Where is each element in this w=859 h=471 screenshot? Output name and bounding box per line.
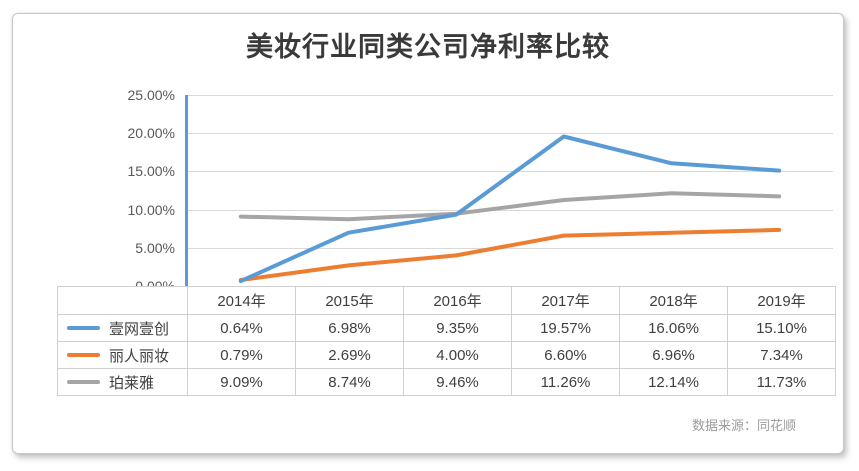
table-value-cell: 16.06%: [619, 314, 728, 342]
x-axis-label-2015: 2015年: [295, 286, 404, 315]
table-corner-cell: [57, 286, 188, 315]
table-value-cell: 8.74%: [295, 368, 404, 396]
chart-data-table: 2014年 2015年 2016年 2017年 2018年 2019年 壹网壹创…: [57, 286, 836, 396]
y-axis-tick: 10.00%: [127, 202, 175, 218]
x-axis-label-2014: 2014年: [187, 286, 296, 315]
table-value-cell: 0.79%: [187, 341, 296, 369]
legend-label: 丽人丽妆: [109, 347, 170, 365]
gridline: [187, 248, 833, 249]
x-axis-label-2016: 2016年: [403, 286, 512, 315]
table-value-cell: 11.26%: [511, 368, 620, 396]
legend-line-swatch-gray: [67, 380, 100, 384]
y-axis-tick: 15.00%: [127, 163, 175, 179]
table-value-cell: 19.57%: [511, 314, 620, 342]
table-value-cell: 6.98%: [295, 314, 404, 342]
legend-cell-lirenlizhuang: 丽人丽妆: [57, 341, 188, 369]
chart-title: 美妆行业同类公司净利率比较: [246, 32, 610, 62]
legend-cell-polaiya: 珀莱雅: [57, 368, 188, 396]
table-value-cell: 11.73%: [727, 368, 836, 396]
x-axis-label-2019: 2019年: [727, 286, 836, 315]
table-row: 丽人丽妆 0.79% 2.69% 4.00% 6.60% 6.96% 7.34%: [57, 341, 836, 369]
x-axis-label-2017: 2017年: [511, 286, 620, 315]
data-source-note: 数据来源：同花顺: [691, 418, 796, 433]
gridline: [187, 95, 833, 96]
table-row: 珀莱雅 9.09% 8.74% 9.46% 11.26% 12.14% 11.7…: [57, 368, 836, 396]
table-value-cell: 0.64%: [187, 314, 296, 342]
x-axis-label-2018: 2018年: [619, 286, 728, 315]
gridline: [187, 210, 833, 211]
y-axis-tick: 25.00%: [127, 87, 175, 103]
table-value-cell: 7.34%: [727, 341, 836, 369]
series-line-lirenlizhuang: [238, 227, 782, 282]
table-value-cell: 12.14%: [619, 368, 728, 396]
table-header-row: 2014年 2015年 2016年 2017年 2018年 2019年: [57, 286, 836, 315]
table-value-cell: 6.96%: [619, 341, 728, 369]
y-axis-tick: 20.00%: [127, 125, 175, 141]
gridline: [187, 171, 833, 172]
y-axis-line: [185, 95, 188, 287]
series-line-polaiya: [238, 191, 782, 222]
gridline: [187, 133, 833, 134]
legend-line-swatch-blue: [67, 326, 100, 330]
table-value-cell: 9.35%: [403, 314, 512, 342]
line-plot-area: [238, 134, 782, 284]
table-value-cell: 2.69%: [295, 341, 404, 369]
table-row: 壹网壹创 0.64% 6.98% 9.35% 19.57% 16.06% 15.…: [57, 314, 836, 342]
table-value-cell: 6.60%: [511, 341, 620, 369]
legend-label: 珀莱雅: [109, 374, 155, 392]
legend-line-swatch-orange: [67, 353, 100, 357]
chart-card: 美妆行业同类公司净利率比较 25.00% 20.00% 15.00% 10.00…: [12, 13, 844, 454]
legend-label: 壹网壹创: [109, 320, 170, 338]
legend-cell-yiwangyichuang: 壹网壹创: [57, 314, 188, 342]
table-value-cell: 9.09%: [187, 368, 296, 396]
table-value-cell: 4.00%: [403, 341, 512, 369]
table-value-cell: 15.10%: [727, 314, 836, 342]
y-axis-tick: 5.00%: [135, 240, 175, 256]
series-line-yiwangyichuang: [238, 134, 782, 284]
table-value-cell: 9.46%: [403, 368, 512, 396]
